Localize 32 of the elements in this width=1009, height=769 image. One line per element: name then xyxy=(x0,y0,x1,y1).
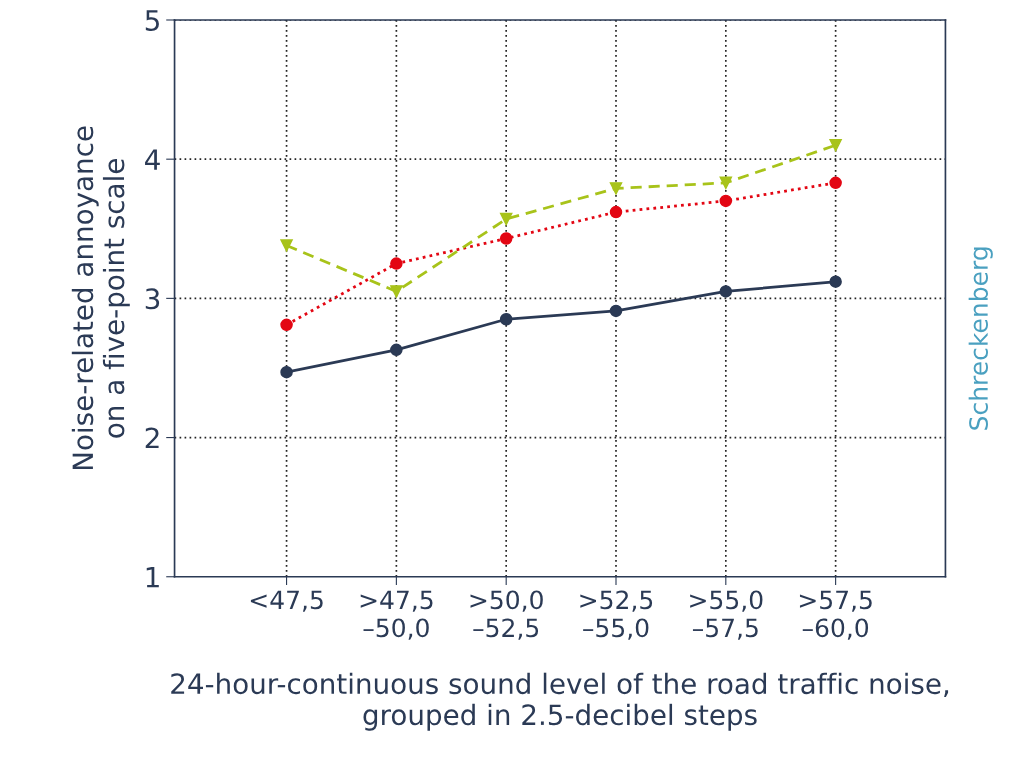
point xyxy=(499,312,513,326)
point xyxy=(719,176,733,190)
point xyxy=(280,365,293,379)
y-tick-label: 1 xyxy=(146,567,159,588)
point xyxy=(280,318,293,332)
point xyxy=(719,194,733,208)
point xyxy=(829,176,842,190)
y-tick-label: 4 xyxy=(145,149,160,170)
text: Schreckenberg xyxy=(968,247,993,430)
point xyxy=(829,275,842,288)
x-tick-label: >52,5 –55,0 xyxy=(580,590,653,640)
point xyxy=(499,212,513,226)
y-tick-label: 2 xyxy=(145,427,159,449)
y-tick-label: 5 xyxy=(145,10,159,31)
point xyxy=(280,239,293,252)
point xyxy=(390,285,403,298)
x-tick-label: <47,5 xyxy=(250,590,323,612)
point xyxy=(609,205,623,219)
y-tick-label: 3 xyxy=(145,288,160,310)
point xyxy=(829,139,842,152)
point xyxy=(390,343,403,357)
point xyxy=(499,232,513,245)
point xyxy=(719,285,733,298)
point xyxy=(609,182,623,195)
point xyxy=(609,304,623,318)
x-tick-label: >47,5 –50,0 xyxy=(360,590,433,640)
y-axis-title: Noise-related annoyance on a five-point scale xyxy=(71,126,130,470)
x-tick-label: >50,0 –52,5 xyxy=(470,590,543,640)
x-tick-label: >55,0 –57,5 xyxy=(690,590,763,640)
point xyxy=(390,257,403,270)
x-tick-label: >57,5 –60,0 xyxy=(799,590,872,640)
x-axis-title: 24-hour-continuous sound level of the road traffic noise, grouped in 2.5-decibel steps xyxy=(171,672,949,731)
